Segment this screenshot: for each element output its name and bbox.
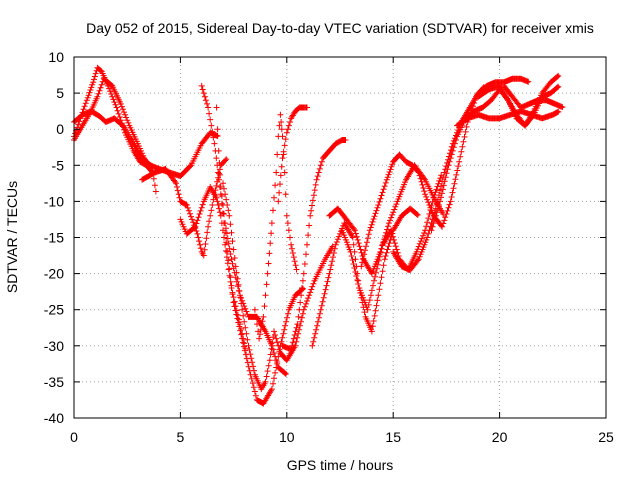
grid (74, 57, 606, 418)
series-8 (251, 111, 300, 342)
series-10 (279, 137, 349, 353)
series-markers (251, 111, 300, 342)
y-tick-label: -35 (44, 374, 64, 390)
series-markers (139, 156, 230, 259)
series-17 (454, 108, 562, 129)
x-tick-label: 15 (385, 429, 401, 445)
series-markers (71, 75, 153, 171)
y-tick-label: -5 (52, 157, 65, 173)
x-tick-label: 5 (177, 429, 185, 445)
series-markers (198, 82, 306, 407)
series-markers (279, 137, 349, 353)
series-3 (139, 156, 230, 259)
series-13 (339, 171, 445, 313)
series-5 (198, 82, 306, 407)
y-tick-label: -30 (44, 338, 64, 354)
chart-title: Day 052 of 2015, Sidereal Day-to-day VTE… (86, 20, 594, 36)
y-tick-label: 0 (56, 121, 64, 137)
series-1 (71, 108, 221, 180)
series-markers (309, 205, 421, 349)
axis-ticks: 0 5 10 15 20 25 -40 -35 -30 -25 -20 -15 -10 -5 0 5 10 (44, 49, 614, 445)
data-point (558, 85, 560, 87)
data-point (558, 74, 560, 76)
series-markers (213, 104, 289, 377)
series-11 (309, 205, 421, 349)
series-markers (339, 172, 445, 313)
x-tick-label: 10 (279, 429, 295, 445)
data-point (418, 215, 420, 217)
series-markers (475, 72, 562, 129)
data-point (443, 215, 445, 217)
series-markers (500, 82, 566, 111)
y-tick-label: 10 (48, 49, 64, 65)
series-18 (475, 72, 562, 129)
series-markers (71, 108, 221, 180)
x-tick-label: 0 (70, 429, 78, 445)
data-series (71, 64, 566, 407)
y-tick-label: -25 (44, 302, 64, 318)
data-point (150, 168, 152, 170)
series-markers (454, 108, 562, 129)
series-19 (500, 82, 566, 111)
y-tick-label: -10 (44, 193, 64, 209)
series-7 (213, 104, 289, 377)
data-point (156, 197, 158, 199)
x-tick-label: 25 (598, 429, 614, 445)
y-tick-label: -20 (44, 266, 64, 282)
series-markers (275, 104, 310, 205)
data-point (296, 273, 299, 275)
series-markers (177, 184, 249, 352)
series-2 (71, 75, 153, 171)
x-axis-label: GPS time / hours (287, 457, 394, 473)
y-axis-label: SDTVAR / TECUs (4, 181, 20, 293)
y-tick-label: 5 (56, 85, 64, 101)
y-tick-label: -15 (44, 230, 64, 246)
x-tick-label: 20 (492, 429, 508, 445)
series-9 (275, 104, 310, 205)
y-tick-label: -40 (44, 410, 64, 426)
data-point (226, 157, 228, 159)
